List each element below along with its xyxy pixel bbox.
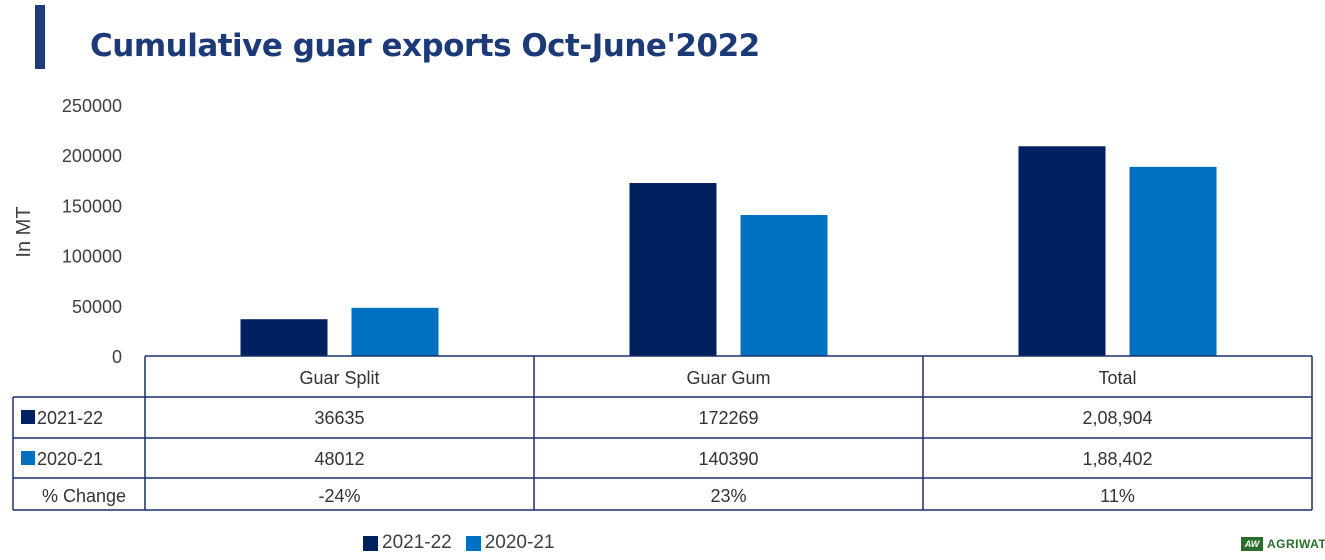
legend: 2021-22 2020-21 xyxy=(363,532,554,554)
y-tick-label: 50000 xyxy=(72,297,122,317)
y-tick-label: 0 xyxy=(112,347,122,367)
data-table: Guar Split Guar Gum Total 2021-22 36635 17226… xyxy=(12,355,1313,511)
y-tick-label: 100000 xyxy=(62,247,122,267)
bar-2021-22-guar-gum xyxy=(629,183,717,356)
title-accent-bar xyxy=(35,5,45,69)
data-label: 1,88,402 xyxy=(1082,449,1152,469)
legend-item-2020-21: 2020-21 xyxy=(465,532,555,554)
table-row-label: 2020-21 xyxy=(37,449,103,469)
legend-label: 2021-22 xyxy=(382,532,452,553)
bar-2021-22-total xyxy=(1018,146,1106,356)
y-tick-label: 250000 xyxy=(62,96,122,116)
table-legend-key xyxy=(21,451,35,465)
legend-swatch xyxy=(363,535,378,551)
y-axis: 0 50000 100000 150000 200000 250000 In MT xyxy=(13,96,122,367)
x-tick-label: Total xyxy=(1098,368,1136,388)
legend-swatch xyxy=(465,535,481,551)
data-label: 172269 xyxy=(698,408,758,428)
data-label: 2,08,904 xyxy=(1082,408,1152,428)
logo-icon: AW xyxy=(1241,537,1263,551)
bars xyxy=(240,146,1217,356)
y-tick-label: 200000 xyxy=(62,146,122,166)
table-row-label: 2021-22 xyxy=(37,408,103,428)
y-tick-label: 150000 xyxy=(62,196,122,216)
x-tick-label: Guar Gum xyxy=(686,368,770,388)
data-label: 36635 xyxy=(314,408,364,428)
pct-change-label: 23% xyxy=(710,486,746,506)
bar-2020-21-guar-gum xyxy=(740,215,828,356)
legend-label: 2020-21 xyxy=(484,532,555,553)
y-axis-label: In MT xyxy=(13,206,35,257)
bar-2020-21-total xyxy=(1129,166,1217,356)
chart-title: Cumulative guar exports Oct-June'2022 xyxy=(90,28,760,64)
data-label: 140390 xyxy=(698,449,758,469)
logo-text: AGRIWATCH xyxy=(1267,537,1325,551)
agriwatch-logo: AW AGRIWATCH xyxy=(1241,537,1325,551)
x-tick-label: Guar Split xyxy=(299,368,379,388)
table-legend-key xyxy=(21,410,35,424)
bar-2020-21-guar-split xyxy=(351,307,439,356)
legend-item-2021-22: 2021-22 xyxy=(363,532,452,554)
bar-2021-22-guar-split xyxy=(240,319,328,356)
pct-change-label: 11% xyxy=(1100,486,1135,506)
table-row-label: % Change xyxy=(42,486,126,506)
data-label: 48012 xyxy=(314,449,364,469)
pct-change-label: -24% xyxy=(318,486,360,506)
